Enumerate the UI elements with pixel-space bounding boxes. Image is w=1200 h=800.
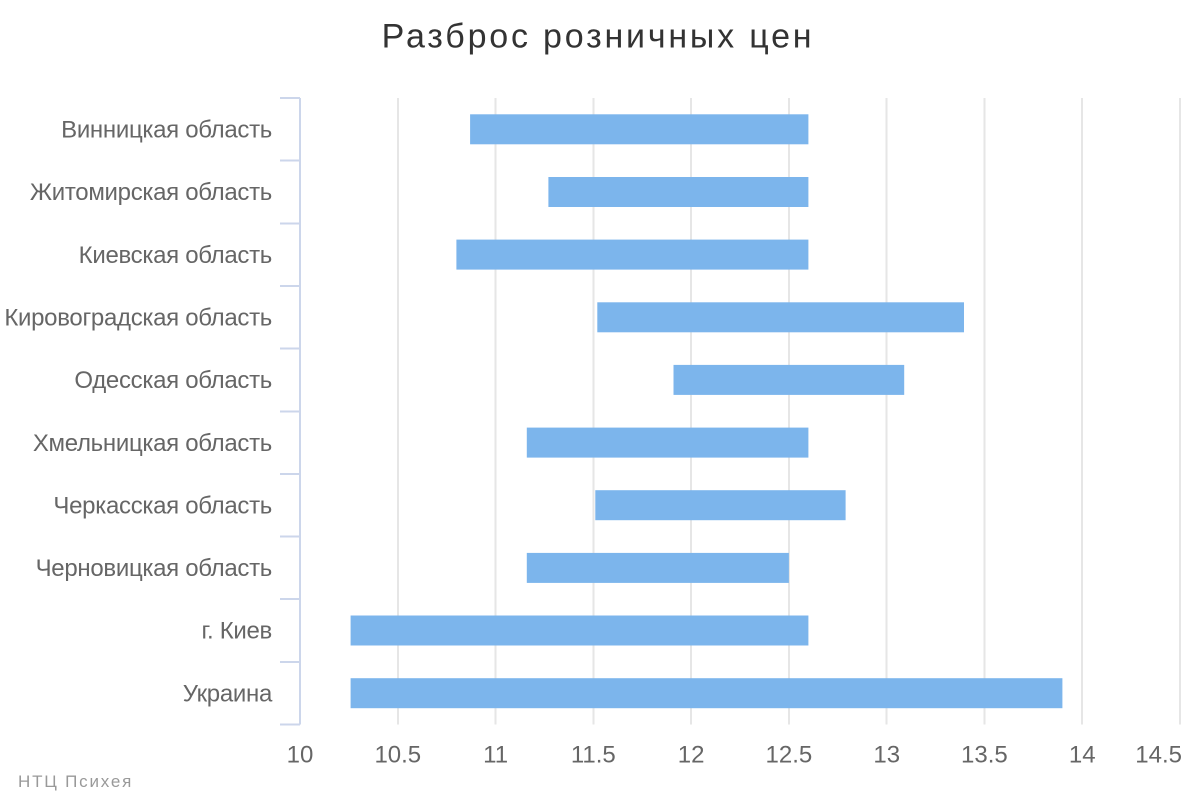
svg-text:Хмельницкая область: Хмельницкая область [33, 430, 272, 457]
svg-text:11: 11 [483, 742, 508, 769]
svg-text:14.5: 14.5 [1135, 742, 1182, 769]
svg-text:Винницкая область: Винницкая область [61, 117, 272, 144]
svg-text:Кировоградская область: Кировоградская область [4, 305, 272, 332]
svg-text:11.5: 11.5 [571, 742, 616, 769]
svg-text:Житомирская область: Житомирская область [30, 179, 272, 206]
svg-text:НТЦ Психея: НТЦ Психея [18, 772, 133, 791]
svg-text:13.5: 13.5 [961, 742, 1008, 769]
svg-text:Украина: Украина [183, 680, 273, 707]
svg-text:Одесская область: Одесская область [74, 367, 272, 394]
svg-text:Разброс розничных цен: Разброс розничных цен [382, 18, 815, 56]
svg-text:г. Киев: г. Киев [201, 618, 272, 645]
svg-text:10: 10 [287, 742, 314, 769]
svg-text:Киевская область: Киевская область [79, 242, 272, 269]
svg-text:12.5: 12.5 [766, 742, 813, 769]
svg-text:10.5: 10.5 [374, 742, 421, 769]
svg-text:13: 13 [873, 742, 900, 769]
svg-text:12: 12 [678, 742, 705, 769]
svg-text:Черкасская область: Черкасская область [53, 492, 272, 519]
svg-text:14: 14 [1069, 742, 1096, 769]
svg-text:Черновицкая область: Черновицкая область [36, 555, 272, 582]
